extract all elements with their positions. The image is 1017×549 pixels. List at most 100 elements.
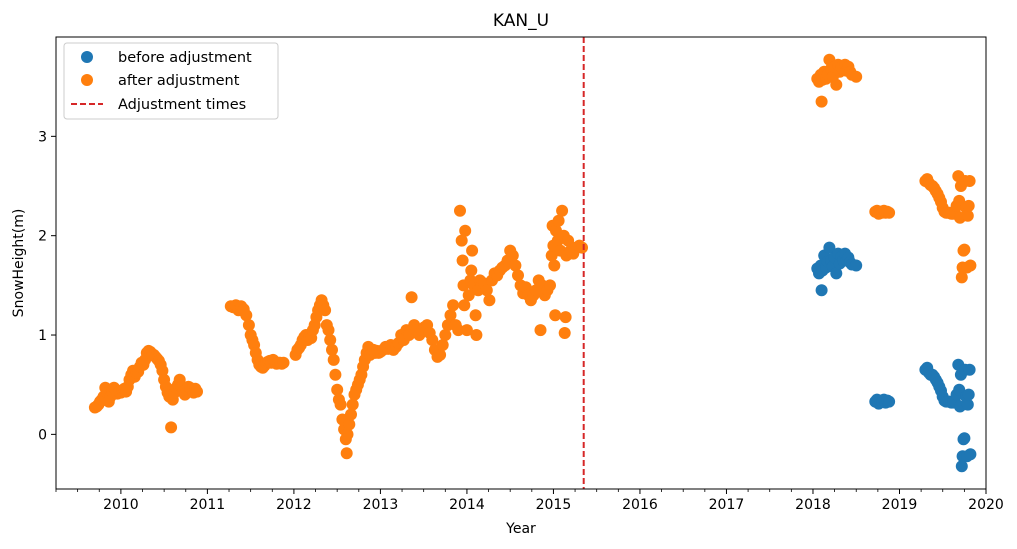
data-point [470, 329, 483, 341]
legend-marker-after [81, 74, 93, 86]
data-point [548, 259, 561, 272]
data-point [242, 319, 255, 332]
x-tick-label: 2020 [968, 497, 1004, 513]
data-point [334, 398, 347, 411]
data-point [964, 448, 977, 461]
data-point [556, 204, 569, 217]
data-point [830, 267, 843, 280]
data-point [436, 339, 449, 351]
data-point [346, 398, 359, 411]
data-point [434, 348, 447, 361]
legend: before adjustment after adjustment Adjus… [63, 42, 279, 120]
data-point [823, 241, 836, 254]
chart-title: KAN_U [493, 11, 549, 31]
legend-label-after: after adjustment [118, 73, 240, 89]
y-tick-label: 1 [38, 328, 47, 344]
data-point [576, 241, 588, 254]
x-tick-label: 2019 [882, 497, 918, 513]
x-axis-label: Year [505, 521, 536, 537]
x-axis: 2010 2011 2012 2013 2014 2015 2016 2017 2018 2019… [55, 489, 1004, 513]
data-point [815, 95, 828, 108]
data-point [439, 329, 452, 341]
data-point [509, 259, 522, 272]
data-point [460, 324, 473, 337]
data-point [506, 249, 519, 262]
x-tick-label: 2017 [709, 497, 745, 513]
data-point [469, 309, 482, 322]
data-point [961, 398, 974, 411]
y-axis: 0 1 2 3 [38, 129, 56, 443]
data-point [345, 408, 357, 421]
data-point [964, 259, 977, 272]
series-0 [811, 241, 977, 473]
data-point [459, 224, 472, 237]
data-point [156, 364, 169, 377]
data-point [165, 421, 178, 434]
data-point [327, 353, 340, 366]
data-point [340, 447, 353, 460]
data-point [830, 78, 843, 91]
data-point [456, 254, 469, 267]
data-point [329, 368, 342, 381]
data-point [466, 244, 479, 257]
x-tick-label: 2014 [449, 497, 485, 513]
data-point [963, 363, 976, 376]
data-point [452, 324, 465, 337]
data-point [454, 204, 466, 217]
data-point [324, 334, 337, 346]
data-point [958, 243, 971, 256]
x-tick-label: 2018 [795, 497, 831, 513]
data-point [552, 214, 565, 227]
plot-area [88, 37, 977, 489]
data-point [480, 284, 493, 297]
data-point [444, 309, 457, 322]
x-tick-label: 2010 [103, 497, 139, 513]
data-point [326, 343, 338, 356]
data-point [958, 432, 971, 445]
legend-label-adjustment: Adjustment times [118, 97, 246, 113]
x-tick-label: 2016 [622, 497, 658, 513]
data-point [512, 269, 524, 282]
data-point [961, 209, 974, 222]
data-point [962, 388, 975, 401]
data-point [240, 309, 253, 322]
data-point [191, 385, 203, 398]
data-point [545, 249, 558, 262]
data-point [462, 289, 475, 302]
data-point [559, 311, 572, 324]
data-point [277, 356, 290, 369]
data-point [322, 324, 335, 337]
data-point [962, 199, 975, 212]
axes-frame [55, 36, 987, 490]
data-point [455, 234, 468, 247]
y-axis-label: SnowHeight(m) [11, 209, 27, 318]
data-point [465, 264, 478, 277]
y-tick-label: 2 [38, 229, 47, 245]
data-point [458, 299, 471, 312]
data-point [558, 327, 571, 339]
data-point [447, 299, 460, 312]
data-point [963, 175, 976, 187]
data-point [549, 309, 562, 322]
series-1 [88, 53, 977, 460]
x-tick-label: 2011 [190, 497, 226, 513]
data-point [534, 324, 547, 337]
legend-marker-before [81, 51, 93, 63]
y-tick-label: 0 [38, 427, 47, 443]
data-point [319, 304, 332, 317]
y-tick-label: 3 [38, 129, 47, 145]
data-point [562, 234, 575, 247]
data-point [341, 428, 354, 441]
data-point [483, 294, 496, 307]
data-point [426, 334, 439, 346]
x-tick-label: 2013 [363, 497, 399, 513]
data-point [883, 206, 896, 219]
data-point [955, 271, 968, 284]
data-point [405, 291, 418, 304]
data-point [955, 460, 968, 473]
legend-box [63, 42, 279, 120]
data-point [343, 418, 356, 431]
data-point [850, 70, 863, 83]
data-point [544, 279, 556, 292]
